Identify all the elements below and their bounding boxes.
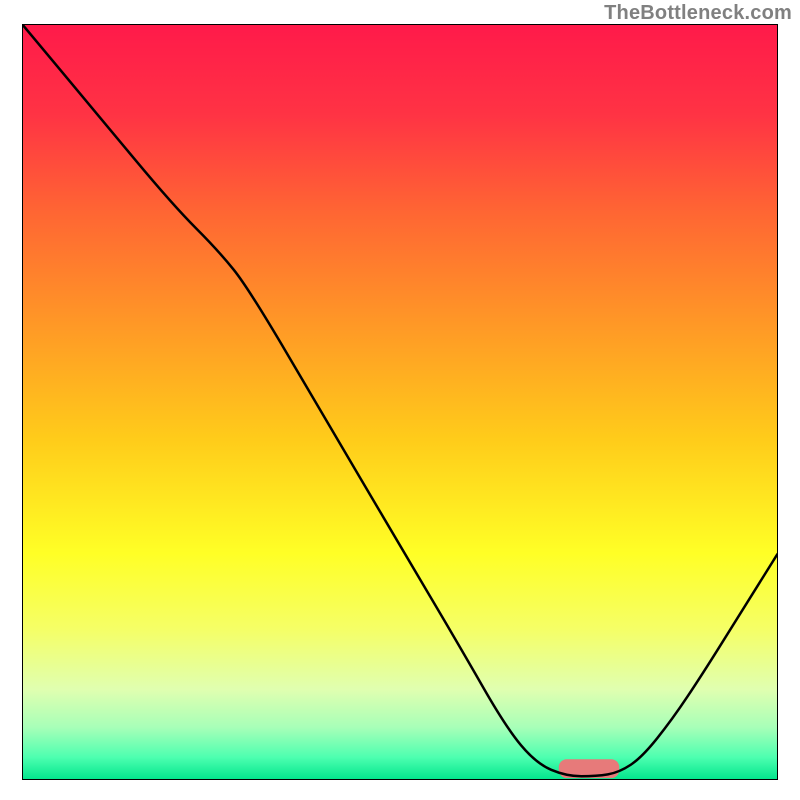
bottleneck-curve-chart [22, 24, 778, 780]
chart-background [22, 24, 778, 780]
watermark-text: TheBottleneck.com [604, 2, 792, 25]
figure-container: TheBottleneck.com [0, 0, 800, 800]
plot-area [22, 24, 778, 780]
